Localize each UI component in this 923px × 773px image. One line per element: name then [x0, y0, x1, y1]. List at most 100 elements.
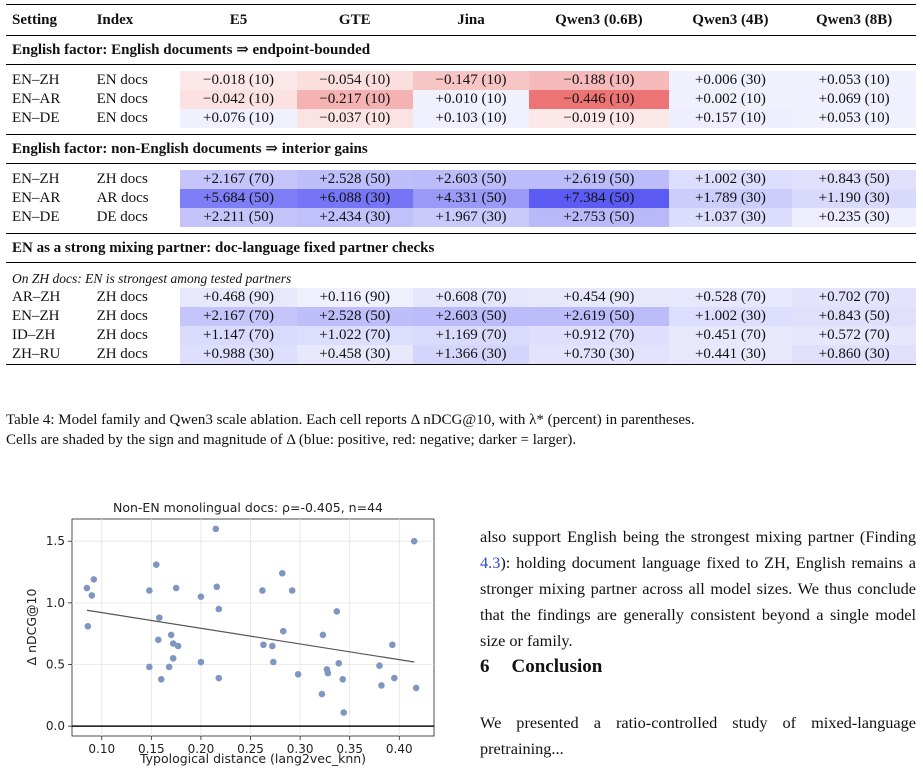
scatter-point — [319, 631, 327, 639]
value-cell: +1.967 (30) — [412, 208, 530, 227]
ablation-table: Setting Index E5 GTE Jina Qwen3 (0.6B) Qwen3 (… — [6, 4, 916, 371]
scatter-point — [333, 608, 341, 615]
data-points — [83, 525, 420, 716]
value-cell: +2.603 (50) — [412, 170, 530, 189]
scatter-point — [279, 627, 287, 635]
scatter-point — [389, 641, 396, 649]
scatter-point — [212, 525, 220, 533]
value-cell: −0.217 (10) — [296, 90, 413, 109]
value-cell: +5.684 (50) — [180, 189, 297, 208]
index-cell: EN docs — [96, 72, 148, 88]
column-header: Qwen3 (4B) — [692, 11, 769, 28]
value-cell: −0.054 (10) — [296, 71, 413, 90]
column-header: Qwen3 (8B) — [816, 11, 893, 28]
value-cell: +1.147 (70) — [180, 326, 297, 345]
scatter-point — [376, 662, 383, 670]
scatter-point — [378, 682, 385, 689]
value-cell: +0.235 (30) — [792, 208, 916, 227]
section-note: On ZH docs: EN is strongest among tested… — [12, 271, 292, 286]
x-tick-label: 0.20 — [188, 742, 215, 756]
value-cell: +7.384 (50) — [529, 189, 669, 208]
scatter-point — [324, 669, 332, 677]
setting-cell: EN–DE — [12, 110, 60, 126]
table-row: EN–ZH EN docs −0.018 (10) −0.054 (10) −0.147… — [6, 71, 916, 90]
value-cell: +0.441 (30) — [668, 345, 793, 365]
scatter-point — [278, 569, 286, 577]
table-row: ID–ZH ZH docs +1.147 (70) +1.022 (70) +1.169… — [6, 326, 916, 345]
value-cell: +0.702 (70) — [792, 288, 916, 307]
column-header: Jina — [457, 11, 485, 28]
section-header-row: EN as a strong mixing partner: doc-langu… — [6, 233, 916, 263]
scatter-point — [391, 674, 398, 682]
value-cell: −0.147 (10) — [412, 71, 530, 90]
grid-lines — [72, 519, 434, 736]
setting-cell: ZH–RU — [12, 346, 61, 362]
finding-reference-link[interactable]: 4.3 — [480, 553, 501, 572]
x-axis-label: Typological distance (lang2vec_knn) — [139, 751, 366, 766]
value-cell: +0.988 (30) — [180, 345, 297, 365]
y-tick-label: 1.5 — [46, 534, 65, 548]
value-cell: +0.451 (70) — [668, 326, 793, 345]
scatter-point — [269, 642, 276, 650]
table-body: English factor: English documents ⇒ endp… — [6, 36, 916, 372]
caption-line-1: Table 4: Model family and Qwen3 scale ab… — [6, 412, 695, 428]
setting-cell: EN–AR — [12, 190, 61, 206]
scatter-point — [174, 642, 182, 650]
section-number: 6 — [480, 656, 490, 677]
body-paragraph-1: also support English being the strongest… — [480, 524, 916, 654]
value-cell: +2.211 (50) — [180, 208, 297, 227]
scatter-point — [83, 584, 91, 592]
scatter-figure: Non-EN monolingual docs: ρ=-0.405, n=44 … — [24, 500, 435, 766]
table-row: EN–DE DE docs +2.211 (50) +2.434 (30) +1.967… — [6, 208, 916, 227]
value-cell: +0.010 (10) — [412, 90, 530, 109]
scatter-point — [215, 674, 223, 682]
value-cell: +0.608 (70) — [412, 288, 530, 307]
caption-line-2: Cells are shaded by the sign and magnitu… — [6, 432, 577, 448]
value-cell: +0.843 (50) — [792, 170, 916, 189]
scatter-point — [153, 561, 160, 568]
index-cell: ZH docs — [96, 308, 148, 324]
table-row: EN–AR AR docs +5.684 (50) +6.088 (30) +4.331… — [6, 189, 916, 208]
paragraph-text-b: ): holding document language fixed to ZH… — [480, 553, 916, 650]
y-axis-label: Δ nDCG@10 — [24, 589, 39, 666]
value-cell: −0.019 (10) — [529, 109, 669, 128]
value-cell: +0.528 (70) — [668, 288, 793, 307]
value-cell: +0.002 (10) — [668, 90, 793, 109]
value-cell: +4.331 (50) — [412, 189, 530, 208]
value-cell: +0.069 (10) — [792, 90, 916, 109]
scatter-point — [318, 690, 326, 698]
scatter-point — [146, 663, 153, 671]
body-paragraph-2: We presented a ratio-controlled study of… — [480, 713, 916, 758]
setting-cell: EN–ZH — [12, 171, 60, 187]
scatter-point — [154, 636, 162, 644]
value-cell: +0.053 (10) — [792, 109, 916, 128]
value-cell: −0.446 (10) — [529, 90, 669, 109]
setting-cell: AR–ZH — [12, 289, 61, 305]
value-cell: +0.053 (10) — [792, 71, 916, 90]
section-title: EN as a strong mixing partner: doc-langu… — [12, 239, 435, 256]
value-cell: −0.188 (10) — [529, 71, 669, 90]
setting-cell: EN–AR — [12, 91, 61, 107]
scatter-point — [215, 605, 223, 613]
value-cell: +2.753 (50) — [529, 208, 669, 227]
column-header: Qwen3 (0.6B) — [555, 11, 643, 28]
value-cell: +0.458 (30) — [296, 345, 413, 365]
scatter-point — [288, 587, 296, 594]
spacer-row — [6, 365, 916, 372]
y-tick-label: 0.0 — [46, 719, 65, 733]
section-title: English factor: English documents ⇒ endp… — [12, 41, 371, 58]
trend-line — [86, 609, 415, 663]
value-cell: +0.157 (10) — [668, 109, 793, 128]
y-axis-ticks: 0.0 0.5 1.0 1.5 — [46, 534, 72, 733]
scatter-point — [335, 659, 343, 667]
index-cell: EN docs — [96, 91, 148, 107]
value-cell: +0.468 (90) — [180, 288, 297, 307]
x-tick-label: 0.30 — [287, 742, 314, 756]
scatter-point — [90, 576, 98, 583]
value-cell: +1.366 (30) — [412, 345, 530, 365]
value-cell: +0.454 (90) — [529, 288, 669, 307]
table-row: EN–DE EN docs +0.076 (10) −0.037 (10) +0.103… — [6, 109, 916, 128]
scatter-point — [260, 641, 267, 649]
table-row: EN–ZH ZH docs +2.167 (70) +2.528 (50) +2.603… — [6, 307, 916, 326]
value-cell: +0.006 (30) — [668, 71, 793, 90]
